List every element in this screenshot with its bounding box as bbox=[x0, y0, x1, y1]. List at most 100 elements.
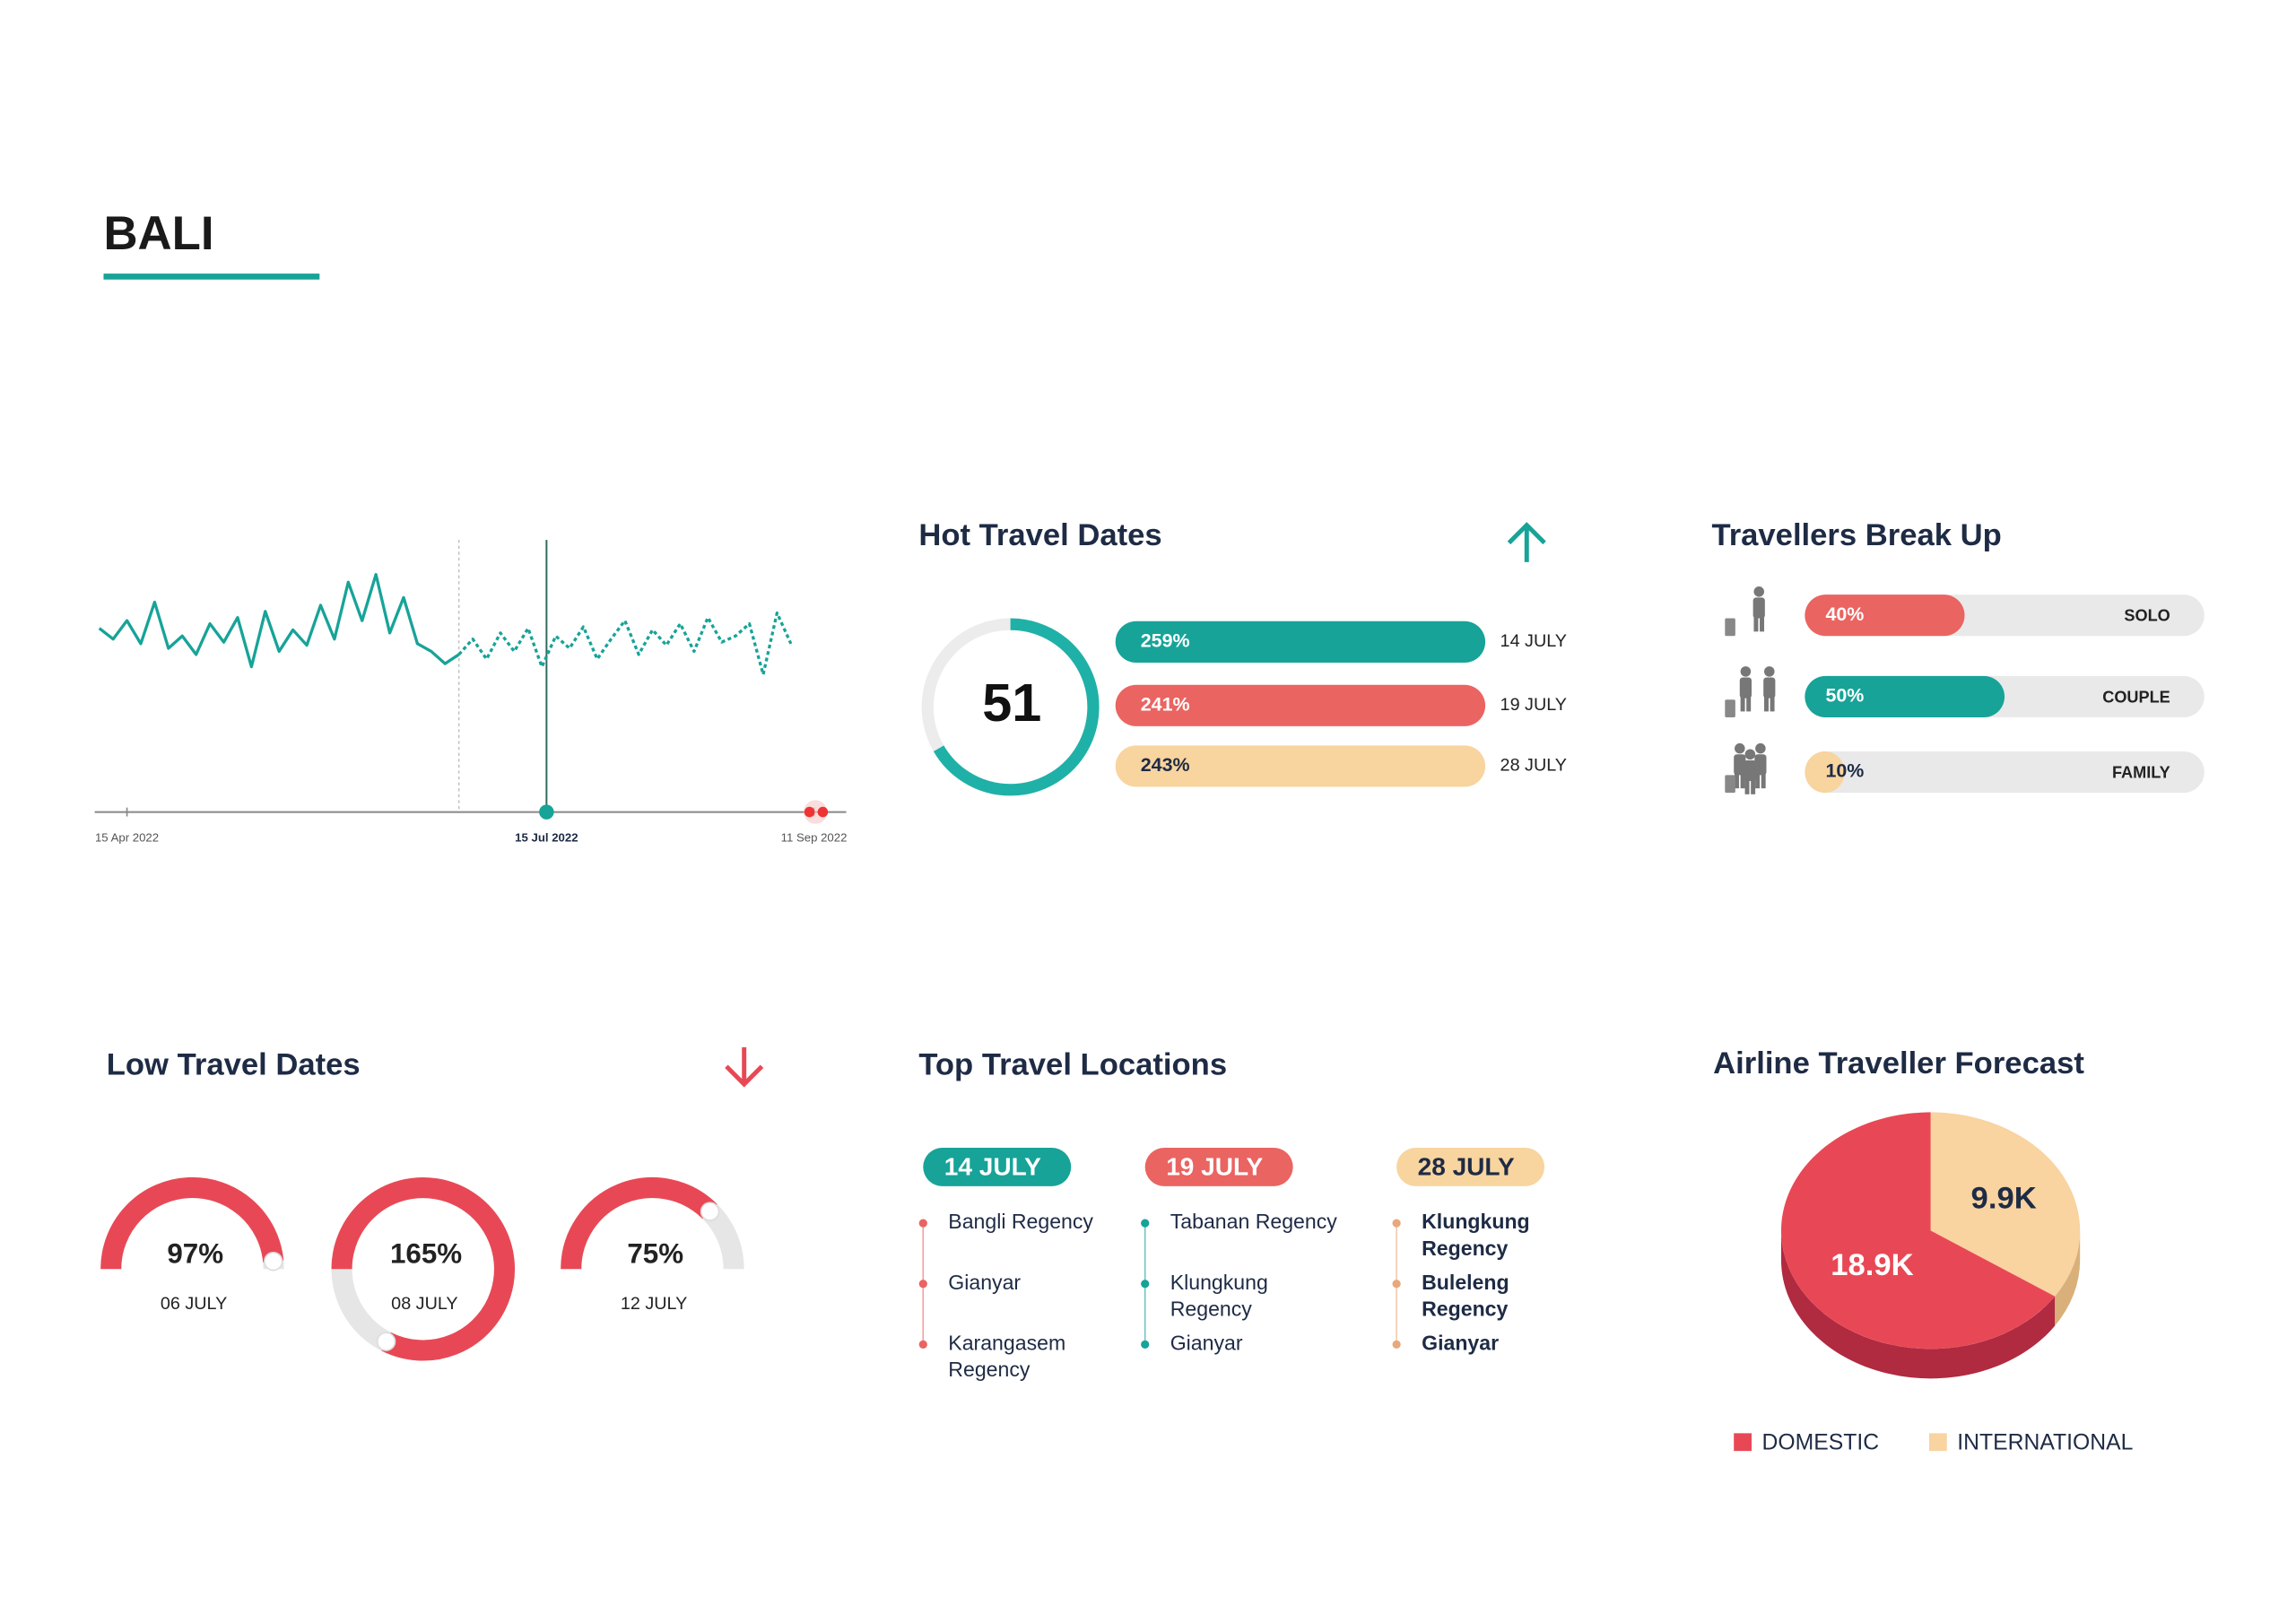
icon bbox=[1755, 742, 1766, 754]
icon bbox=[1725, 699, 1735, 718]
ring-arc bbox=[933, 618, 1100, 796]
gauge-date: 08 JULY bbox=[391, 1294, 457, 1314]
gauge-arc bbox=[331, 1177, 515, 1361]
icon bbox=[1753, 616, 1759, 632]
gauge-knob bbox=[264, 1252, 283, 1271]
x-tick-label: 15 Jul 2022 bbox=[515, 831, 578, 845]
location: Klungkung Regency bbox=[1422, 1210, 1529, 1260]
icon bbox=[1735, 773, 1739, 789]
bar-date: 19 JULY bbox=[1500, 695, 1567, 715]
end-dot bbox=[817, 806, 829, 818]
trend-line bbox=[457, 611, 793, 676]
bullet bbox=[918, 1340, 927, 1350]
down-arrow bbox=[725, 1046, 764, 1088]
icon bbox=[1752, 597, 1765, 619]
pie-label: 9.9K bbox=[1971, 1181, 2037, 1215]
pie-slice bbox=[1930, 1112, 2081, 1297]
share-bar bbox=[1805, 595, 1965, 637]
pill-date: 28 JULY bbox=[1418, 1153, 1515, 1181]
gauge-knob bbox=[376, 1332, 396, 1351]
section-title: Airline Traveller Forecast bbox=[1713, 1046, 2084, 1081]
date-pill bbox=[923, 1148, 1072, 1186]
focus-dot bbox=[539, 804, 554, 820]
location: Tabanan Regency bbox=[1170, 1210, 1338, 1233]
section-title: Hot Travel Dates bbox=[918, 518, 1161, 552]
date-bar bbox=[1115, 621, 1486, 663]
pill-date: 19 JULY bbox=[1166, 1153, 1263, 1181]
x-tick-label: 15 Apr 2022 bbox=[95, 831, 159, 845]
gauge-arc bbox=[561, 1177, 718, 1270]
date-pill bbox=[1144, 1148, 1293, 1186]
section-title: Top Travel Locations bbox=[918, 1047, 1227, 1081]
legend-swatch bbox=[1734, 1433, 1752, 1452]
pill-date: 14 JULY bbox=[944, 1153, 1041, 1181]
trend-line bbox=[98, 573, 460, 669]
x-tick-label: 11 Sep 2022 bbox=[781, 831, 848, 845]
icon bbox=[1763, 677, 1776, 699]
date-pill bbox=[1396, 1148, 1545, 1186]
icon bbox=[1744, 779, 1750, 794]
bar-value: 243% bbox=[1141, 754, 1190, 776]
page-title: BALI bbox=[103, 207, 213, 260]
icon bbox=[1764, 666, 1775, 677]
legend-label: INTERNATIONAL bbox=[1957, 1430, 2133, 1454]
share-track bbox=[1805, 751, 2205, 794]
gauge-arc bbox=[100, 1176, 284, 1270]
icon bbox=[1739, 677, 1752, 699]
location-line: Klungkung bbox=[1422, 1210, 1529, 1233]
location: Gianyar bbox=[1422, 1331, 1499, 1354]
date-bar bbox=[1115, 745, 1486, 787]
gauge-value: 75% bbox=[627, 1238, 683, 1270]
share-value: 10% bbox=[1825, 760, 1864, 782]
location-line: Regency bbox=[1422, 1237, 1508, 1260]
location: Gianyar bbox=[948, 1271, 1021, 1294]
location-line: Karangasem bbox=[948, 1331, 1065, 1354]
icon bbox=[1751, 779, 1756, 794]
location-line: Buleleng bbox=[1422, 1271, 1509, 1294]
share-label: SOLO bbox=[2124, 607, 2170, 625]
icon bbox=[1764, 696, 1769, 712]
bullet bbox=[1392, 1280, 1401, 1289]
share-bar bbox=[1805, 751, 1845, 794]
section-title: Travellers Break Up bbox=[1711, 518, 2001, 552]
icon bbox=[1740, 696, 1745, 712]
pie-slice bbox=[1780, 1112, 2056, 1350]
location: Klungkung Regency bbox=[1170, 1271, 1268, 1321]
share-label: COUPLE bbox=[2102, 688, 2170, 706]
location-line: Regency bbox=[948, 1358, 1031, 1381]
section-title: Low Travel Dates bbox=[107, 1047, 361, 1081]
bar-value: 241% bbox=[1141, 693, 1190, 715]
gauge-value: 165% bbox=[390, 1238, 462, 1270]
icon bbox=[1740, 773, 1745, 789]
bullet bbox=[1392, 1340, 1401, 1350]
icon bbox=[1740, 666, 1752, 677]
icon bbox=[1746, 696, 1752, 712]
icon bbox=[1761, 773, 1766, 789]
icon bbox=[1725, 618, 1735, 637]
icon bbox=[1744, 749, 1756, 760]
gauge-value: 97% bbox=[167, 1238, 223, 1270]
icon bbox=[1735, 742, 1745, 754]
location-line: Regency bbox=[1422, 1298, 1508, 1321]
share-label: FAMILY bbox=[2112, 763, 2170, 781]
location-line: Regency bbox=[1170, 1298, 1253, 1321]
end-dot bbox=[804, 806, 815, 818]
pie-side bbox=[2055, 1230, 2081, 1326]
icon bbox=[1753, 586, 1765, 597]
pie-side bbox=[1780, 1230, 2056, 1379]
bullet bbox=[1141, 1340, 1150, 1350]
end-halo bbox=[803, 800, 828, 824]
gauge-date: 12 JULY bbox=[621, 1294, 687, 1314]
pie-label: 18.9K bbox=[1831, 1248, 1913, 1282]
legend-label: DOMESTIC bbox=[1762, 1430, 1880, 1454]
icon bbox=[1760, 616, 1765, 632]
icon bbox=[1755, 773, 1761, 789]
location: Gianyar bbox=[1170, 1331, 1243, 1354]
share-bar bbox=[1805, 675, 2005, 718]
icon bbox=[1725, 775, 1735, 794]
bar-value: 259% bbox=[1141, 630, 1190, 652]
bullet bbox=[1141, 1280, 1150, 1289]
location: Buleleng Regency bbox=[1422, 1271, 1509, 1321]
icon bbox=[1754, 754, 1767, 776]
